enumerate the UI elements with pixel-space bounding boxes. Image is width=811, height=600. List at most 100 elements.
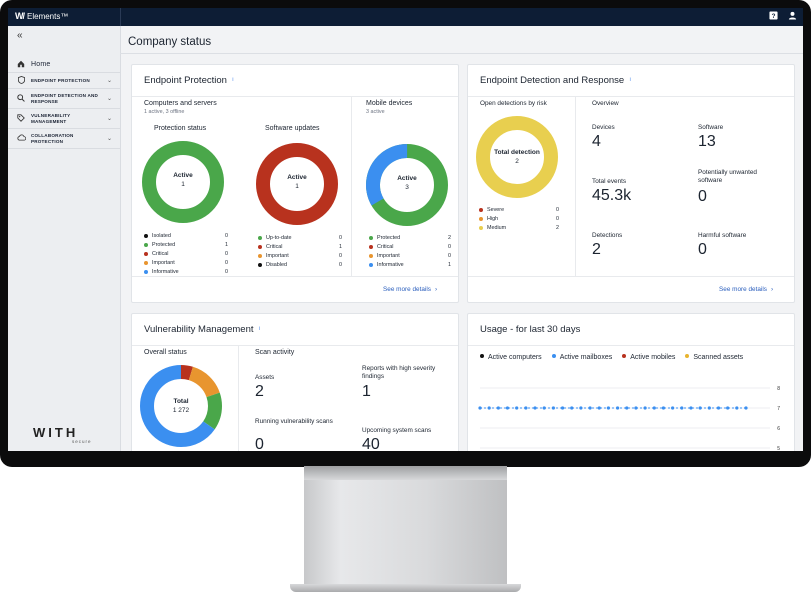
sidebar-item-endpoint-protection[interactable]: ENDPOINT PROTECTION ⌄	[8, 73, 120, 89]
y-tick-label: 6	[777, 426, 780, 432]
usage-legend-item: Active mailboxes	[551, 354, 612, 361]
data-point[interactable]	[597, 406, 601, 410]
legend-dot	[685, 354, 690, 358]
legend-value: 1	[339, 243, 342, 250]
sidebar-item-label: Home	[31, 60, 51, 68]
data-point[interactable]	[671, 406, 675, 410]
chevron-down-icon: ⌄	[106, 96, 112, 102]
overview-detections-value: 2	[592, 241, 601, 258]
data-point[interactable]	[588, 406, 592, 410]
data-point[interactable]	[570, 406, 574, 410]
divider	[238, 345, 239, 451]
data-point[interactable]	[533, 406, 537, 410]
mobile-devices-donut[interactable]	[364, 142, 450, 228]
collapse-sidebar-icon[interactable]: «	[17, 30, 23, 41]
legend-value: 0	[556, 206, 559, 213]
data-point[interactable]	[524, 406, 528, 410]
data-point[interactable]	[615, 406, 620, 410]
protection-legend: Isolated 0 Protected 1 Critical 0 Important 0 In…	[144, 231, 228, 276]
data-point[interactable]	[496, 406, 500, 410]
data-point[interactable]	[487, 406, 491, 410]
data-point[interactable]	[542, 406, 546, 410]
legend-label: Important	[152, 259, 175, 266]
data-point[interactable]	[716, 406, 721, 410]
data-point[interactable]	[579, 406, 583, 410]
legend-label: Up-to-date	[266, 234, 292, 241]
legend-value: 2	[448, 234, 451, 241]
info-icon[interactable]: i	[629, 77, 631, 83]
data-point[interactable]	[643, 406, 647, 410]
page-title: Company status	[128, 36, 212, 48]
overview-pua-value: 0	[698, 188, 707, 205]
data-point[interactable]	[707, 406, 711, 410]
data-point[interactable]	[652, 406, 656, 410]
donut-center-value: 1	[295, 183, 299, 190]
open-detections-donut[interactable]	[474, 114, 560, 200]
legend-dot	[144, 269, 148, 274]
data-point[interactable]	[515, 406, 519, 410]
vulnerability-card: Vulnerability Management i Overall status…	[131, 313, 459, 451]
legend-dot	[258, 253, 262, 258]
divider	[132, 96, 458, 97]
usage-line-chart[interactable]: 8 7 6 5	[476, 378, 792, 451]
shield-icon	[16, 75, 26, 86]
sidebar-item-home[interactable]: Home	[8, 57, 120, 73]
help-icon[interactable]: ?	[767, 11, 779, 23]
scan-activity-title: Scan activity	[255, 349, 295, 356]
legend-label: Severe	[487, 206, 505, 213]
overview-software-value: 13	[698, 133, 716, 150]
chevron-down-icon: ⌄	[106, 116, 112, 122]
data-point[interactable]	[625, 406, 629, 410]
data-point[interactable]	[689, 406, 693, 410]
data-point[interactable]	[726, 406, 730, 410]
sidebar-item-edr[interactable]: ENDPOINT DETECTION AND RESPONSE ⌄	[8, 89, 120, 109]
protection-status-donut[interactable]	[140, 139, 226, 225]
data-point[interactable]	[606, 406, 611, 410]
medium-slice	[476, 116, 558, 198]
legend-item: Severe 0	[479, 205, 559, 214]
endpoint-protection-card: Endpoint Protection i Computers and serve…	[131, 64, 459, 303]
legend-label: Protected	[152, 241, 176, 248]
sidebar-item-collaboration[interactable]: COLLABORATION PROTECTION ⌄	[8, 129, 120, 149]
monitor-stand-base	[290, 584, 521, 592]
usage-legend-item: Active computers	[480, 354, 542, 361]
sidebar-item-label: ENDPOINT PROTECTION	[31, 77, 90, 83]
chevron-down-icon: ⌄	[106, 78, 112, 84]
legend-dot	[551, 354, 556, 358]
monitor-stand-shadow	[304, 466, 507, 480]
user-icon[interactable]	[786, 11, 798, 23]
brand[interactable]: W/ Elements™	[15, 11, 68, 21]
info-icon[interactable]: i	[258, 326, 261, 332]
screen: W/ Elements™ ? « Home	[8, 8, 803, 451]
chevron-down-icon: ⌄	[106, 136, 112, 142]
data-point[interactable]	[634, 406, 638, 410]
data-point[interactable]	[551, 406, 555, 410]
data-point[interactable]	[744, 406, 748, 410]
data-point[interactable]	[680, 406, 684, 410]
see-more-details-link[interactable]: See more details ›	[383, 286, 437, 293]
see-more-details-link[interactable]: See more details ›	[719, 286, 773, 293]
donut-center-value: 1	[181, 181, 185, 188]
legend-item: Informative 1	[369, 260, 451, 269]
data-point[interactable]	[698, 406, 702, 410]
software-updates-donut[interactable]	[254, 141, 340, 227]
withsecure-logo-sub: secure	[72, 439, 92, 444]
legend-item: Important 0	[144, 258, 228, 267]
brand-logo: W/	[15, 11, 25, 21]
cloud-icon	[16, 134, 26, 143]
sidebar-item-vulnerability[interactable]: VULNERABILITY MANAGEMENT ⌄	[8, 109, 120, 129]
y-tick-label: 7	[777, 406, 780, 412]
overall-slice-protected	[140, 365, 222, 447]
overall-status-donut[interactable]	[138, 363, 224, 449]
data-point[interactable]	[735, 406, 739, 410]
data-point[interactable]	[505, 406, 510, 410]
info-icon[interactable]: i	[232, 77, 234, 83]
legend-label: Informative	[152, 268, 179, 275]
data-point[interactable]	[478, 406, 482, 410]
data-point[interactable]	[661, 406, 666, 410]
divider	[468, 96, 794, 97]
data-point[interactable]	[560, 406, 565, 410]
sidebar-item-label: COLLABORATION PROTECTION	[31, 133, 74, 144]
title-divider	[120, 53, 803, 54]
card-title: Vulnerability Management i	[144, 324, 263, 335]
